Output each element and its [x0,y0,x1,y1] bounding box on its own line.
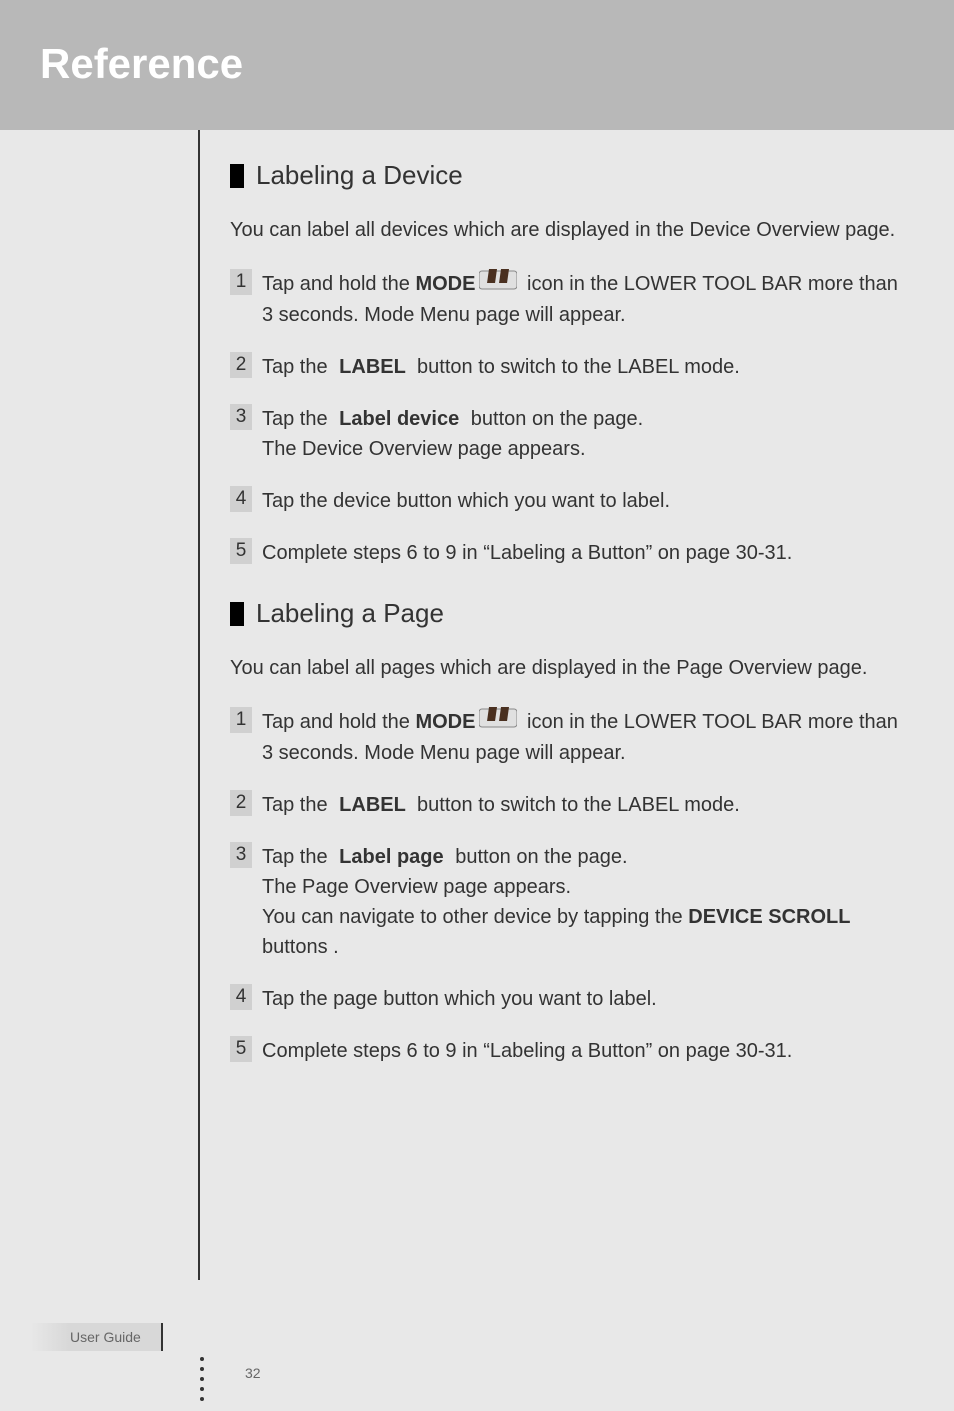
section-device: Labeling a Device You can label all devi… [230,160,904,568]
step-text: Tap and hold the MODE icon in the LOWER … [262,707,904,768]
mode-icon [479,269,517,300]
step-text: Tap the device button which you want to … [262,486,904,516]
bullet-icon [230,164,244,188]
step-item: 4 Tap the page button which you want to … [230,984,904,1014]
step-item: 3 Tap the Label device button on the pag… [230,404,904,464]
content-area: Labeling a Device You can label all devi… [0,130,954,1066]
section-title-page: Labeling a Page [230,598,904,629]
heading-device: Labeling a Device [256,160,463,191]
mode-icon [479,707,517,738]
step-text: Complete steps 6 to 9 in “Labeling a But… [262,1036,904,1066]
dot-icon [200,1367,204,1371]
intro-device: You can label all devices which are disp… [230,215,904,245]
page-title: Reference [40,40,954,88]
step-item: 1 Tap and hold the MODE icon in the LOWE… [230,269,904,330]
page-number: 32 [245,1365,261,1381]
dot-icon [200,1377,204,1381]
step-number: 1 [230,707,252,733]
footer: User Guide [30,1323,330,1351]
step-number: 4 [230,984,252,1010]
step-number: 5 [230,538,252,564]
step-item: 2 Tap the LABEL button to switch to the … [230,352,904,382]
vertical-divider [198,130,200,1280]
step-text: Tap the LABEL button to switch to the LA… [262,790,904,820]
step-text: Tap the Label page button on the page.Th… [262,842,904,962]
intro-page: You can label all pages which are displa… [230,653,904,683]
step-number: 3 [230,842,252,868]
section-page: Labeling a Page You can label all pages … [230,598,904,1066]
step-item: 2 Tap the LABEL button to switch to the … [230,790,904,820]
step-item: 5 Complete steps 6 to 9 in “Labeling a B… [230,1036,904,1066]
step-number: 5 [230,1036,252,1062]
step-text: Tap the Label device button on the page.… [262,404,904,464]
dot-icon [200,1387,204,1391]
step-number: 1 [230,269,252,295]
user-guide-label: User Guide [30,1323,163,1351]
step-item: 5 Complete steps 6 to 9 in “Labeling a B… [230,538,904,568]
steps-device: 1 Tap and hold the MODE icon in the LOWE… [230,269,904,568]
step-number: 2 [230,352,252,378]
step-number: 2 [230,790,252,816]
dot-icon [200,1357,204,1361]
step-item: 1 Tap and hold the MODE icon in the LOWE… [230,707,904,768]
step-number: 4 [230,486,252,512]
step-text: Complete steps 6 to 9 in “Labeling a But… [262,538,904,568]
step-text: Tap and hold the MODE icon in the LOWER … [262,269,904,330]
step-text: Tap the LABEL button to switch to the LA… [262,352,904,382]
step-item: 3 Tap the Label page button on the page.… [230,842,904,962]
heading-page: Labeling a Page [256,598,444,629]
step-text: Tap the page button which you want to la… [262,984,904,1014]
section-title-device: Labeling a Device [230,160,904,191]
steps-page: 1 Tap and hold the MODE icon in the LOWE… [230,707,904,1066]
step-number: 3 [230,404,252,430]
footer-dots [200,1357,204,1401]
step-item: 4 Tap the device button which you want t… [230,486,904,516]
header: Reference [0,0,954,130]
bullet-icon [230,602,244,626]
dot-icon [200,1397,204,1401]
